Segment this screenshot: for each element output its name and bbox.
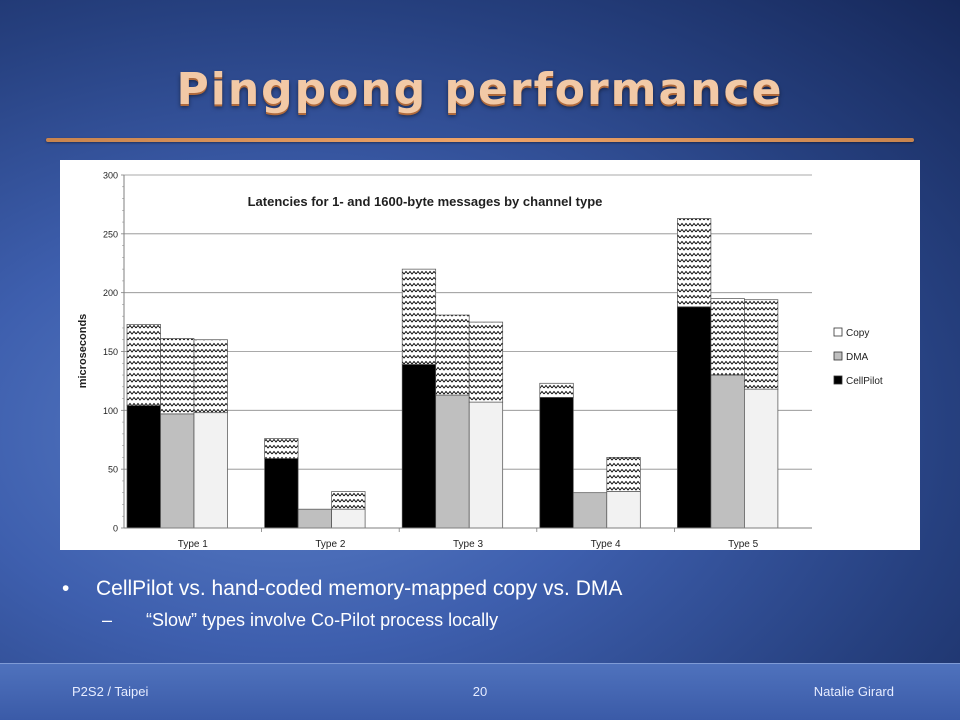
legend-label: DMA [846,352,869,363]
bar-dma-base [710,374,745,529]
page-number: 20 [472,684,488,699]
bar-cellpilot-base [126,405,161,529]
dash-icon: – [102,610,113,630]
y-tick-label: 50 [108,465,118,475]
chart-title: Latencies for 1- and 1600-byte messages … [248,194,603,209]
bar-copy-base [744,388,779,529]
legend-swatch [833,375,843,385]
y-axis-label: microseconds [77,314,89,389]
bar-copy-overhead [401,268,437,365]
bar-dma-base [160,413,195,529]
bar-copy-base [331,508,366,529]
sub-bullet-text: “Slow” types involve Co-Pilot process lo… [146,610,499,630]
sub-bullet-item: – “Slow” types involve Co-Pilot process … [62,606,922,634]
bar-copy-overhead [126,324,161,406]
bar-copy-overhead [677,218,712,308]
x-tick-label: Type 2 [315,539,345,550]
bar-copy-overhead [160,338,195,415]
bar-cellpilot-base [539,397,574,529]
legend-swatch [833,327,843,337]
bar-copy-base [606,491,641,529]
slide-title: Pingpong performance [176,64,784,115]
bar-copy-overhead [193,339,228,414]
bar-copy-base [193,412,228,529]
bar-dma-base [297,508,332,529]
x-tick-label: Type 3 [453,539,483,550]
bar-copy-overhead [744,299,779,390]
bar-cellpilot-base [401,364,437,529]
y-tick-label: 250 [103,229,118,239]
bar-copy-overhead [606,457,641,492]
bullet-item: • CellPilot vs. hand-coded memory-mapped… [62,574,922,604]
axes: 0 50 100 150 200 250 300 Type 1 Type 2 Type 3 Type… [103,171,812,550]
bar-cellpilot-base [264,458,299,529]
legend: Copy DMA CellPilot [833,327,883,387]
y-tick-label: 150 [103,347,118,357]
bar-copy-overhead [264,438,299,459]
bar-copy-overhead [435,314,470,396]
bar-cellpilot-base [677,306,712,529]
bullet-list: • CellPilot vs. hand-coded memory-mapped… [62,574,922,634]
y-tick-label: 300 [103,171,118,181]
footer-author: Natalie Girard [813,684,894,699]
x-tick-label: Type 5 [728,539,758,550]
bar-copy-base [468,401,504,529]
y-tick-label: 200 [103,288,118,298]
bullet-text: CellPilot vs. hand-coded memory-mapped c… [96,577,623,600]
bar-copy-overhead [710,298,745,376]
legend-label: CellPilot [846,376,883,387]
bars [126,218,779,529]
legend-label: Copy [846,328,869,339]
bar-dma-base [435,394,470,529]
bar-copy-overhead [331,491,366,510]
bar-copy-overhead [539,382,574,398]
y-tick-label: 100 [103,406,118,416]
y-tick-label: 0 [113,524,118,534]
title-underline [46,138,914,142]
x-tick-label: Type 1 [178,539,208,550]
footer-left: P2S2 / Taipei [72,684,149,699]
bullet-dot-icon: • [62,577,70,600]
legend-swatch [833,351,843,361]
bar-copy-overhead [468,321,504,403]
footer-bar [0,663,960,720]
x-tick-label: Type 4 [591,539,621,550]
bar-dma-base [572,492,608,529]
